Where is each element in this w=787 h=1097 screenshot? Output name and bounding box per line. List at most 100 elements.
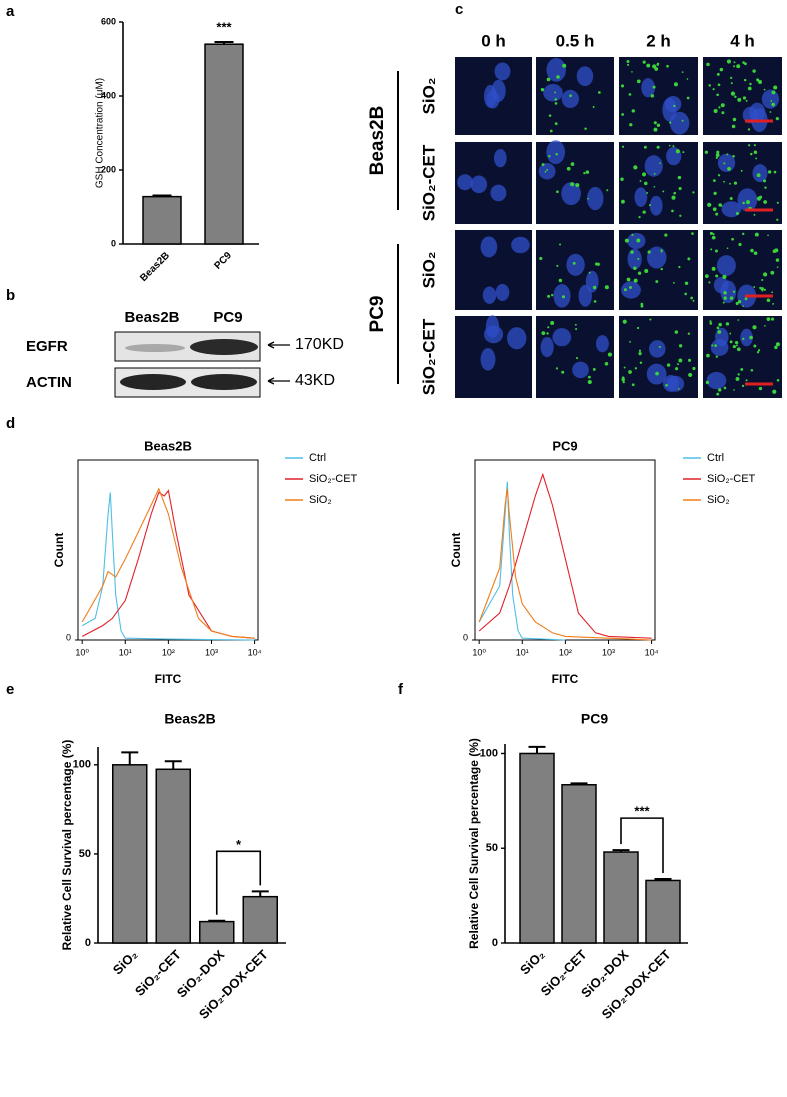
particle xyxy=(741,232,745,236)
nucleus xyxy=(634,187,648,207)
particle xyxy=(741,384,745,388)
particle xyxy=(745,379,748,382)
particle xyxy=(549,129,553,133)
y-tick-label: 0 xyxy=(85,937,91,949)
group-label: PC9 xyxy=(367,296,388,333)
particle xyxy=(592,106,595,108)
particle xyxy=(715,156,718,159)
particle xyxy=(742,201,745,205)
error-bar xyxy=(152,194,172,197)
particle xyxy=(764,186,767,189)
particle xyxy=(678,186,682,191)
particle xyxy=(752,69,756,73)
nucleus xyxy=(572,361,589,379)
particle xyxy=(747,86,752,91)
particle xyxy=(690,296,694,300)
particle xyxy=(711,344,714,347)
particle xyxy=(583,171,586,175)
particle xyxy=(587,379,592,385)
particle xyxy=(754,232,759,237)
particle xyxy=(752,325,757,330)
particle xyxy=(548,154,551,158)
particle xyxy=(766,317,771,322)
panel-label: f xyxy=(398,681,404,698)
particle xyxy=(643,181,648,186)
particle xyxy=(633,278,638,283)
particle xyxy=(718,322,722,327)
nucleus xyxy=(566,253,585,276)
legend-label: SiO₂-CET xyxy=(707,473,756,485)
particle xyxy=(771,291,774,294)
particle xyxy=(717,330,722,334)
particle xyxy=(716,93,719,96)
particle xyxy=(725,322,730,326)
y-axis-label: GSH Concentration (μM) xyxy=(95,78,106,188)
row-label: SiO₂-CET xyxy=(419,318,438,395)
particle xyxy=(672,281,675,284)
error-bar xyxy=(121,751,139,765)
particle xyxy=(677,387,680,390)
nucleus xyxy=(761,89,780,109)
particle xyxy=(561,370,565,374)
bar xyxy=(603,851,639,944)
panel-label: d xyxy=(6,415,15,432)
bar xyxy=(519,752,555,944)
particle xyxy=(737,300,742,304)
particle xyxy=(729,296,734,300)
nucleus xyxy=(485,315,500,338)
particle xyxy=(688,372,693,378)
particle xyxy=(629,286,632,289)
particle xyxy=(744,297,748,301)
particle xyxy=(656,145,660,149)
particle xyxy=(750,248,754,253)
nucleus xyxy=(627,232,646,250)
error-bar xyxy=(208,919,226,922)
particle xyxy=(742,96,747,100)
particle xyxy=(740,169,743,172)
particle xyxy=(769,111,772,113)
particle xyxy=(749,82,752,86)
x-tick-label: 10² xyxy=(162,647,175,657)
band-size: 43KD xyxy=(295,372,335,389)
particle xyxy=(719,67,724,72)
particle xyxy=(731,237,734,241)
particle xyxy=(763,288,766,291)
particle xyxy=(679,214,682,217)
particle xyxy=(712,233,715,236)
particle xyxy=(744,62,747,66)
particle xyxy=(546,77,551,82)
particle xyxy=(626,277,631,282)
nucleus xyxy=(715,327,729,347)
particle xyxy=(715,274,719,278)
particle xyxy=(642,210,646,214)
nucleus xyxy=(457,174,473,191)
nucleus xyxy=(706,371,727,390)
particle xyxy=(723,296,727,300)
particle xyxy=(746,200,750,205)
y-axis-label: Count xyxy=(52,533,66,568)
particle xyxy=(626,60,630,64)
nucleus xyxy=(740,328,753,347)
particle xyxy=(636,326,640,330)
micrograph xyxy=(703,142,782,224)
particle xyxy=(711,235,716,240)
y-tick-label: 100 xyxy=(480,747,498,759)
particle xyxy=(585,170,590,174)
nucleus xyxy=(752,164,768,183)
particle xyxy=(622,319,627,324)
particle xyxy=(649,318,652,321)
particle xyxy=(674,330,679,334)
particle xyxy=(709,231,713,235)
particle xyxy=(706,353,710,358)
nucleus xyxy=(511,236,530,254)
significance-label: *** xyxy=(634,804,650,819)
particle xyxy=(737,373,740,376)
particle xyxy=(726,59,732,64)
particle xyxy=(764,324,766,327)
particle xyxy=(749,335,753,340)
particle xyxy=(574,323,577,326)
nucleus xyxy=(749,102,766,123)
particle xyxy=(776,201,779,204)
particle xyxy=(554,102,558,105)
particle xyxy=(736,347,741,352)
